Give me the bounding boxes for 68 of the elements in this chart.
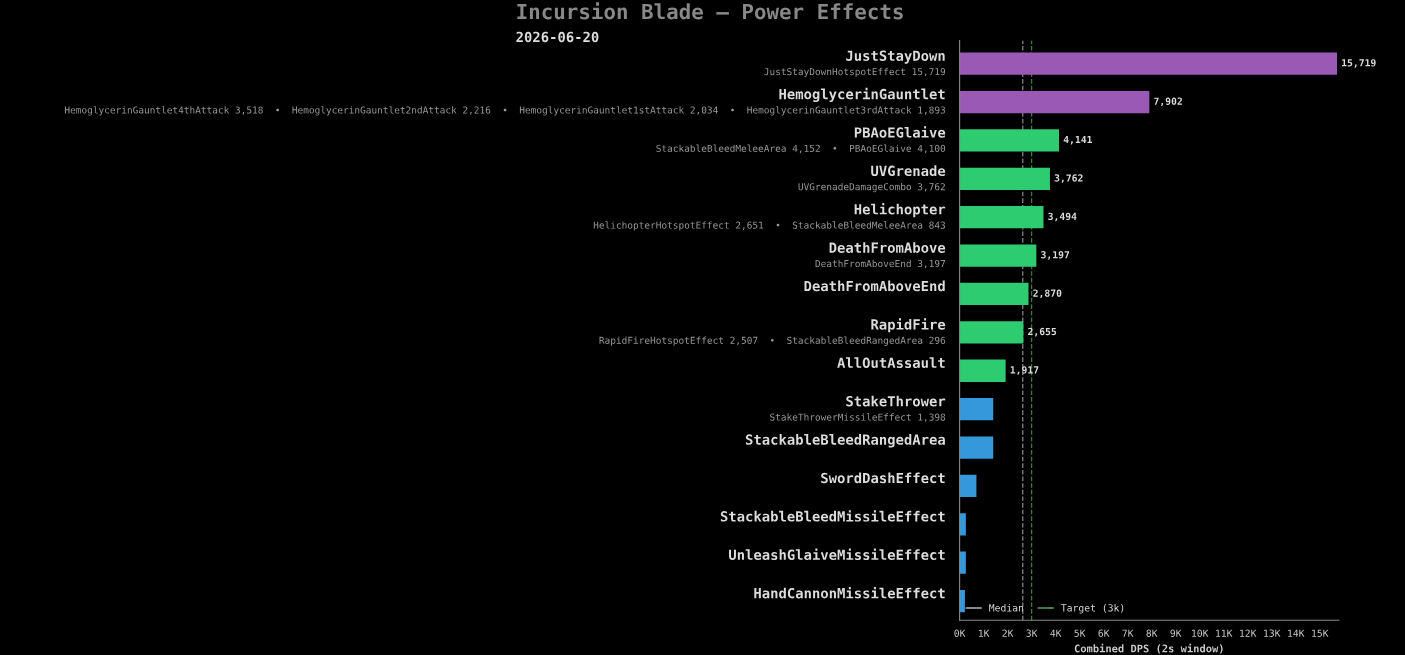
y-tick-label: DeathFromAboveEnd	[804, 280, 945, 292]
data-label: 1,917	[1010, 366, 1039, 375]
y-tick-label: StackableBleedRangedArea	[745, 434, 945, 448]
x-tick-label: 5K	[1074, 629, 1086, 637]
x-tick-label: 6K	[1098, 629, 1110, 637]
y-tick-label: HandCannonMissileEffect	[754, 586, 945, 599]
data-label: 3,494	[1048, 212, 1077, 222]
text: 2026-06-20	[516, 31, 599, 43]
y-tick-label: RapidFire	[871, 318, 946, 333]
bar	[959, 129, 1060, 152]
bar	[959, 282, 1029, 306]
ref-line-label: Target (3k)	[1061, 604, 1124, 614]
x-tick-label: 13K	[1264, 629, 1281, 637]
text: HemoglycerinGauntlet4thAttack 3,518 • HemoglycerinGauntlet2ndAttack 2,216 • HemoglycerinGauntlet1stAttack 2,034 • HemoglycerinGauntlet3rdAttack 1,893	[65, 106, 946, 116]
y-tick-label: HemoglycerinGauntlet	[779, 87, 945, 103]
y-tick-label: AllOutAssault	[837, 357, 945, 369]
text: JustStayDownHotspotEffect 15,719	[764, 67, 946, 77]
y-tick-label: JustStayDown	[846, 50, 945, 64]
x-tick-label: 14K	[1288, 629, 1305, 637]
y-tick-label: StakeThrower	[846, 395, 946, 407]
bar	[959, 244, 1037, 267]
x-tick-label: 11K	[1216, 629, 1233, 637]
ref-line-label: Median	[989, 604, 1024, 612]
data-label: 2,870	[1033, 289, 1062, 299]
text: DeathFromAboveEnd 3,197	[815, 259, 946, 269]
data-label: 7,902	[1154, 97, 1182, 107]
bar	[959, 398, 994, 421]
x-tick-label: 0K	[954, 629, 966, 637]
data-label: 2,655	[1028, 327, 1057, 337]
bar	[959, 206, 1044, 229]
text: StakeThrowerMissileEffect 1,398	[770, 413, 946, 422]
bar	[959, 551, 966, 574]
text: StackableBleedMeleeArea 4,152 • PBAoEGlaive 4,100	[656, 144, 946, 154]
bar	[959, 359, 1006, 382]
x-tick-label: 15K	[1312, 629, 1329, 637]
data-label: 15,719	[1342, 59, 1376, 68]
y-tick-label: SwordDashEffect	[821, 472, 945, 484]
text: RapidFireHotspotEffect 2,507 • StackableBleedRangedArea 296	[599, 336, 946, 346]
x-tick-label: 8K	[1146, 629, 1158, 637]
data-label: 3,197	[1041, 251, 1070, 260]
x-tick-label: 1K	[978, 629, 990, 637]
x-tick-label: 4K	[1050, 629, 1062, 637]
x-tick-label: 9K	[1170, 629, 1182, 637]
x-axis-title: Combined DPS (2s window)	[1074, 643, 1223, 654]
x-tick-label: 2K	[1002, 629, 1014, 637]
x-tick-label: 3K	[1026, 629, 1038, 637]
y-tick-label: DeathFromAbove	[829, 242, 946, 253]
bar	[959, 52, 1338, 75]
text: UVGrenadeDamageCombo 3,762	[798, 182, 945, 193]
x-tick-label: 7K	[1122, 629, 1134, 637]
bar	[959, 321, 1024, 344]
text: HelichopterHotspotEffect 2,651 • StackableBleedMeleeArea 843	[593, 221, 946, 231]
data-label: 4,141	[1063, 136, 1093, 145]
bar	[959, 513, 966, 536]
bar	[959, 436, 994, 459]
x-tick-label: 10K	[1192, 629, 1209, 637]
bar	[959, 474, 977, 498]
y-tick-label: PBAoEGlaive	[854, 126, 946, 138]
y-tick-label: Helichopter	[854, 203, 946, 218]
y-tick-label: UVGrenade	[871, 165, 946, 177]
bar	[959, 90, 1150, 114]
y-tick-label: UnleashGlaiveMissileEffect	[729, 548, 945, 561]
y-tick-label: StackableBleedMissileEffect	[720, 510, 945, 522]
bar	[959, 167, 1050, 190]
data-label: 3,762	[1054, 174, 1083, 183]
text: Incursion Blade — Power Effects	[517, 2, 903, 20]
x-tick-label: 12K	[1240, 629, 1257, 637]
bar	[959, 589, 965, 613]
